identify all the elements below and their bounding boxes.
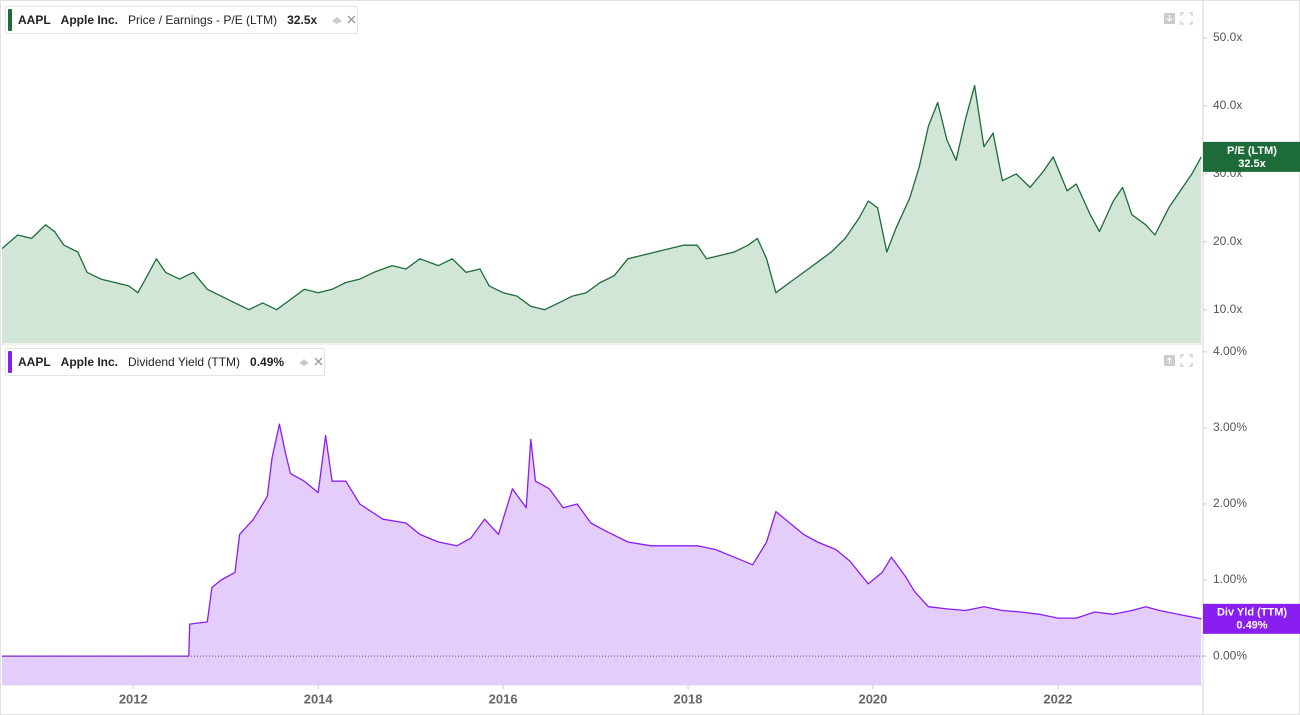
- y-tick-label: 0.00%: [1213, 648, 1247, 662]
- tool-icons[interactable]: [1163, 12, 1193, 25]
- plot-area: [2, 84, 1202, 343]
- x-tick-label: 2022: [1043, 691, 1072, 706]
- x-tick-label: 2016: [489, 691, 518, 706]
- area-fill: [2, 424, 1202, 685]
- legend-swatch: [8, 9, 12, 31]
- x-tick-label: 2014: [304, 691, 334, 706]
- y-tick-label: 1.00%: [1213, 572, 1247, 586]
- y-tick-label: 2.00%: [1213, 496, 1247, 510]
- x-tick-label: 2018: [674, 691, 703, 706]
- legend-icons[interactable]: [329, 13, 357, 27]
- y-tick-label: 10.0x: [1213, 302, 1242, 316]
- legend-icons[interactable]: [296, 355, 324, 369]
- value-badge: [1203, 603, 1300, 634]
- badge-label: P/E (LTM): [1227, 145, 1277, 157]
- x-tick-label: 2012: [119, 691, 148, 706]
- y-tick-label: 4.00%: [1213, 344, 1247, 358]
- y-tick-label: 20.0x: [1213, 234, 1242, 248]
- badge-label: Div Yld (TTM): [1217, 607, 1287, 619]
- y-tick-label: 50.0x: [1213, 30, 1242, 44]
- y-tick-label: 3.00%: [1213, 420, 1247, 434]
- badge-value: 32.5x: [1238, 158, 1266, 170]
- metric: Price / Earnings - P/E (LTM): [128, 13, 278, 27]
- x-tick-label: 2020: [858, 691, 887, 706]
- value-badge: [1203, 141, 1300, 172]
- last-value: 32.5x: [287, 13, 318, 27]
- legend: AAPL Apple Inc. Price / Earnings - P/E (…: [5, 6, 359, 34]
- y-tick-label: 40.0x: [1213, 98, 1242, 112]
- line: [2, 423, 1202, 657]
- ticker: AAPL: [18, 355, 51, 369]
- metric: Dividend Yield (TTM): [128, 355, 241, 369]
- legend: AAPL Apple Inc. Dividend Yield (TTM) 0.4…: [5, 348, 326, 376]
- badge-value: 0.49%: [1236, 620, 1267, 632]
- legend-swatch: [8, 351, 12, 373]
- panel-tools[interactable]: [1163, 12, 1193, 25]
- company: Apple Inc.: [60, 13, 119, 27]
- area-fill: [2, 85, 1202, 343]
- company: Apple Inc.: [60, 355, 119, 369]
- line: [2, 84, 1202, 311]
- last-value: 0.49%: [250, 355, 285, 369]
- panel-tools[interactable]: [1163, 354, 1193, 367]
- plot-area: [2, 423, 1202, 685]
- tool-icons[interactable]: [1163, 354, 1193, 367]
- ticker: AAPL: [18, 13, 51, 27]
